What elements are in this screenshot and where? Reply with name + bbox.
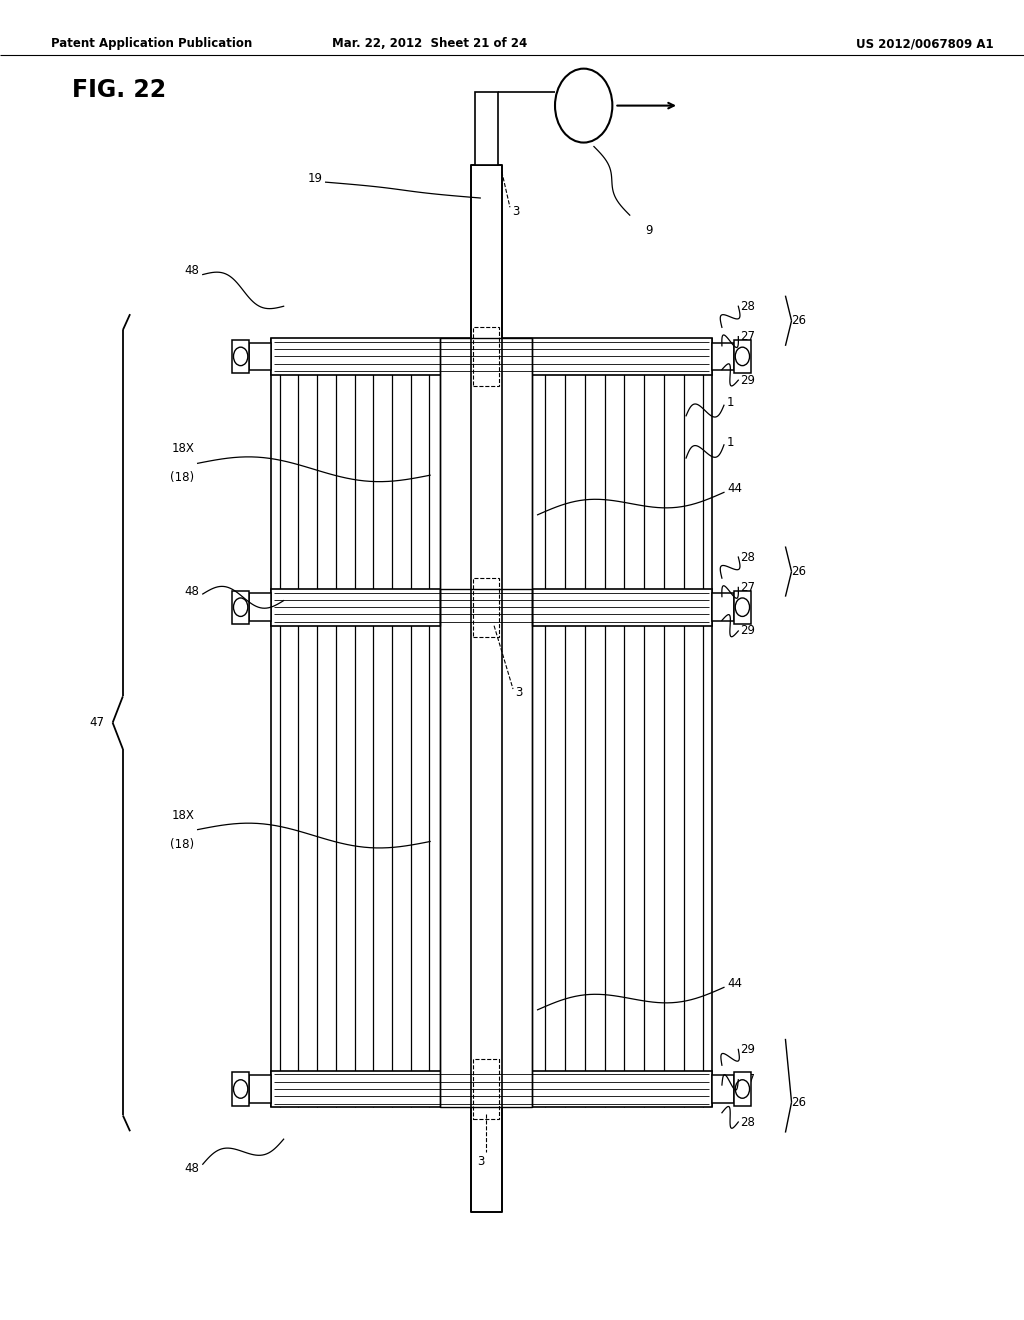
- Text: 48: 48: [184, 264, 200, 277]
- Bar: [734, 590, 751, 624]
- Circle shape: [233, 347, 248, 366]
- Text: Patent Application Publication: Patent Application Publication: [51, 37, 253, 50]
- Text: 18X: 18X: [172, 442, 195, 455]
- Text: 1: 1: [727, 396, 734, 409]
- Text: 28: 28: [740, 550, 756, 564]
- Bar: [712, 342, 734, 370]
- Text: 28: 28: [740, 1115, 756, 1129]
- Text: (18): (18): [170, 838, 195, 850]
- Bar: [249, 342, 271, 370]
- Bar: [440, 338, 532, 626]
- Circle shape: [735, 1080, 750, 1098]
- Text: (18): (18): [170, 471, 195, 484]
- Bar: [475, 92, 498, 165]
- Text: 3: 3: [512, 205, 519, 218]
- Bar: [712, 1074, 734, 1104]
- Text: 26: 26: [792, 565, 807, 578]
- Text: 47: 47: [90, 717, 104, 729]
- Text: P: P: [579, 98, 589, 114]
- Bar: [249, 593, 271, 620]
- Text: 1: 1: [727, 436, 734, 449]
- Bar: [232, 339, 249, 374]
- Bar: [712, 593, 734, 620]
- Bar: [440, 589, 532, 1107]
- Text: 28: 28: [740, 300, 756, 313]
- Text: 18X: 18X: [172, 809, 195, 821]
- Bar: [232, 1072, 249, 1106]
- Circle shape: [735, 347, 750, 366]
- Text: 3: 3: [515, 686, 522, 700]
- Text: 3: 3: [477, 1155, 485, 1168]
- Text: 27: 27: [740, 330, 756, 343]
- Bar: [232, 590, 249, 624]
- Text: 48: 48: [184, 585, 200, 598]
- Text: 44: 44: [727, 977, 742, 990]
- Bar: [473, 327, 500, 385]
- Circle shape: [233, 598, 248, 616]
- Text: 26: 26: [792, 1096, 807, 1109]
- Text: 19: 19: [307, 172, 323, 185]
- Text: 29: 29: [740, 374, 756, 387]
- Bar: [473, 1060, 500, 1118]
- Circle shape: [233, 1080, 248, 1098]
- Bar: [734, 1072, 751, 1106]
- Text: 44: 44: [727, 482, 742, 495]
- Bar: [271, 1071, 712, 1107]
- Bar: [734, 339, 751, 374]
- Circle shape: [735, 598, 750, 616]
- Bar: [473, 578, 500, 636]
- Text: 29: 29: [740, 624, 756, 638]
- Bar: [471, 165, 502, 1212]
- Text: US 2012/0067809 A1: US 2012/0067809 A1: [856, 37, 993, 50]
- Text: 26: 26: [792, 314, 807, 327]
- Circle shape: [555, 69, 612, 143]
- Bar: [271, 338, 712, 375]
- Text: 9: 9: [645, 224, 652, 238]
- Bar: [271, 589, 712, 626]
- Text: Mar. 22, 2012  Sheet 21 of 24: Mar. 22, 2012 Sheet 21 of 24: [333, 37, 527, 50]
- Text: 27: 27: [740, 581, 756, 594]
- Text: FIG. 22: FIG. 22: [72, 78, 166, 102]
- Text: 27: 27: [740, 1073, 756, 1086]
- Text: 48: 48: [184, 1162, 200, 1175]
- Bar: [249, 1074, 271, 1104]
- Text: 29: 29: [740, 1043, 756, 1056]
